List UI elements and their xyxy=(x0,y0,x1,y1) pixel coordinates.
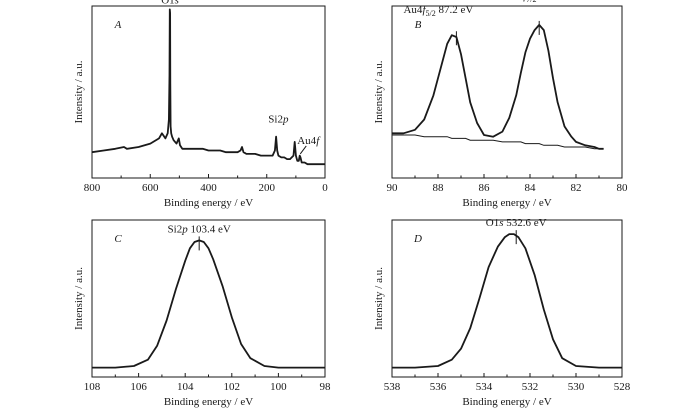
x-tick-label: 400 xyxy=(200,182,217,194)
x-tick-label: 106 xyxy=(130,381,147,393)
panel-D: 538 536 534 532 530 528 Binding energy / eV Int… xyxy=(373,217,631,408)
peak-annotation: Au4f xyxy=(297,135,321,147)
x-axis-label: Binding energy / eV xyxy=(164,197,253,209)
panel-C: 108 106 104 102 100 98 Binding energy / eV Inte… xyxy=(73,219,332,408)
background-line xyxy=(392,134,604,150)
annotation-subscript: 5/2 xyxy=(426,9,436,18)
spectrum-line xyxy=(392,24,604,150)
x-axis-label: Binding energy / eV xyxy=(462,197,551,209)
x-tick-label: 84 xyxy=(525,182,537,194)
y-axis-label: Intensity / a.u. xyxy=(373,60,385,123)
annotation-orbital: p xyxy=(181,223,188,235)
peak-annotation: O1s 532.6 eV xyxy=(486,217,547,229)
y-axis-label: Intensity / a.u. xyxy=(373,267,385,330)
annotation-element: O1 xyxy=(161,0,174,6)
plot-frame xyxy=(91,5,326,179)
x-tick-label: 100 xyxy=(270,381,287,393)
x-axis-label: Binding energy / eV xyxy=(164,396,253,408)
panel-label: B xyxy=(415,19,422,31)
annotation-value: 532.6 eV xyxy=(504,217,547,229)
annotation-element: Au4 xyxy=(297,135,316,147)
peak-annotation: Au4f5/2 87.2 eV xyxy=(403,4,473,18)
y-axis-label: Intensity / a.u. xyxy=(73,60,85,123)
x-tick-label: 530 xyxy=(568,381,585,393)
annotation-subscript: 7/2 xyxy=(526,0,536,4)
x-tick-label: 536 xyxy=(430,381,447,393)
x-tick-label: 104 xyxy=(177,381,194,393)
annotation-orbital: s xyxy=(499,217,503,229)
peak-annotation: Si2p xyxy=(268,113,289,125)
panel-A: 800 600 400 200 0 Binding energy / eV Intensit… xyxy=(73,0,328,209)
x-tick-label: 82 xyxy=(571,182,582,194)
x-tick-label: 88 xyxy=(433,182,445,194)
x-tick-label: 102 xyxy=(224,381,241,393)
peak-annotation: Si2p 103.4 eV xyxy=(168,223,231,235)
annotation-element: Si2 xyxy=(168,223,183,235)
spectrum-line xyxy=(392,233,622,369)
y-axis-label: Intensity / a.u. xyxy=(73,267,85,330)
annotation-element: O1 xyxy=(486,217,499,229)
x-tick-label: 528 xyxy=(614,381,631,393)
annotation-value: 87.2 eV xyxy=(436,4,474,16)
annotation-element: Si2 xyxy=(268,113,283,125)
annotation-orbital: s xyxy=(175,0,179,6)
x-tick-label: 90 xyxy=(387,182,399,194)
x-tick-label: 80 xyxy=(617,182,629,194)
spectrum-line xyxy=(91,8,325,166)
x-tick-label: 200 xyxy=(259,182,276,194)
x-tick-label: 0 xyxy=(322,182,328,194)
x-axis-label: Binding energy / eV xyxy=(462,396,551,408)
x-tick-label: 600 xyxy=(142,182,159,194)
x-tick-label: 538 xyxy=(384,381,401,393)
annotation-value: 103.4 eV xyxy=(188,223,231,235)
annotation-element: Au4 xyxy=(504,0,523,2)
x-tick-label: 86 xyxy=(479,182,491,194)
peak-annotation: O1s xyxy=(161,0,179,6)
panel-label: D xyxy=(413,233,422,245)
plot-frame xyxy=(91,219,326,378)
x-tick-label: 108 xyxy=(84,381,101,393)
spectrum-line xyxy=(92,239,325,369)
plot-frame xyxy=(391,219,623,378)
x-tick-label: 532 xyxy=(522,381,539,393)
x-tick-label: 800 xyxy=(84,182,101,194)
annotation-arrow xyxy=(299,145,307,155)
annotation-orbital: f xyxy=(316,135,321,147)
panel-label: C xyxy=(114,233,122,245)
annotation-orbital: f xyxy=(422,4,427,16)
plot-frame xyxy=(391,5,623,179)
annotation-orbital: f xyxy=(523,0,528,2)
annotation-orbital: p xyxy=(282,113,289,125)
x-tick-label: 98 xyxy=(320,381,332,393)
annotation-element: Au4 xyxy=(403,4,422,16)
annotation-value: 83.6 eV xyxy=(537,0,575,2)
panel-label: A xyxy=(114,19,122,31)
peak-annotation: Au4f7/2 83.6 eV xyxy=(504,0,574,4)
panel-B: 90 88 86 84 82 80 Binding energy / eV Intensity… xyxy=(373,0,628,209)
x-tick-label: 534 xyxy=(476,381,493,393)
